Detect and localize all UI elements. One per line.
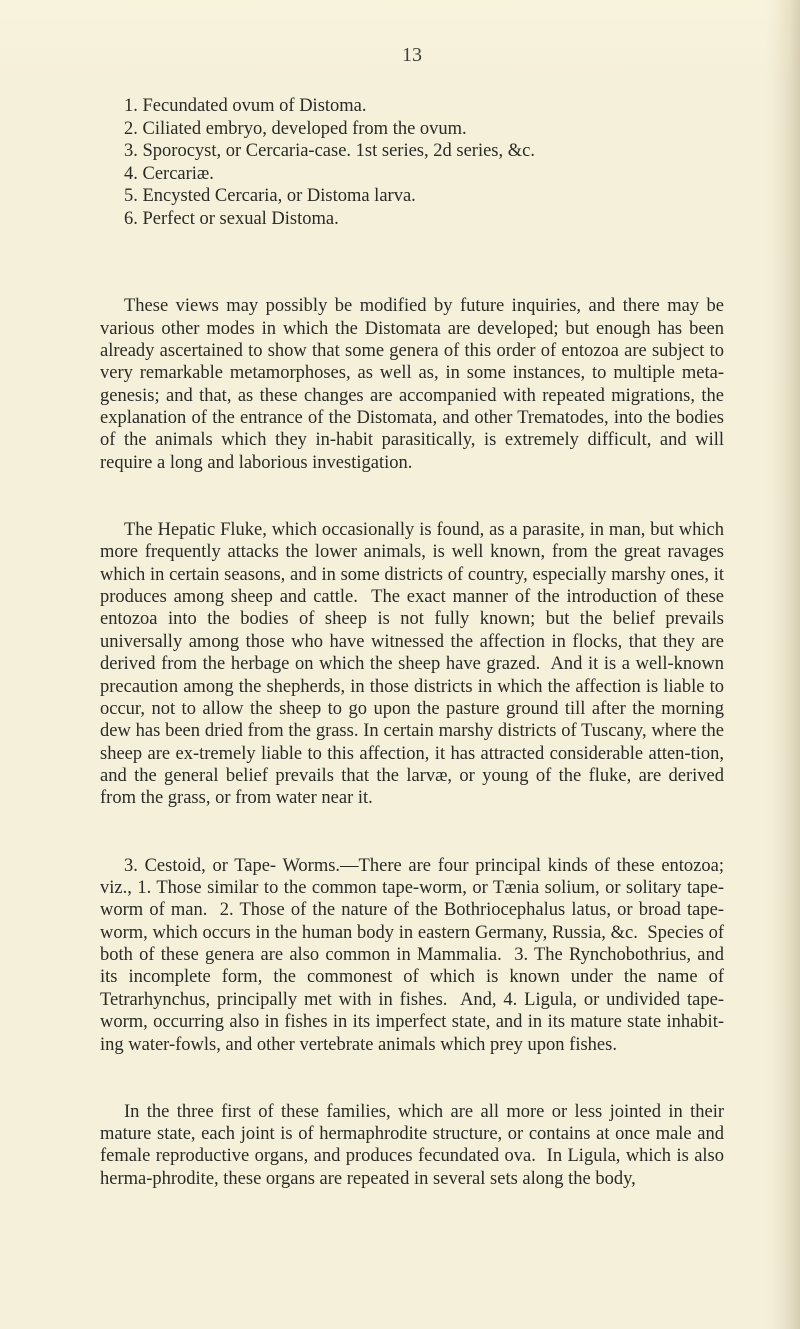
- paragraph: In the three first of these families, wh…: [100, 1101, 724, 1191]
- list-item: 4. Cercariæ.: [124, 163, 724, 186]
- page-number: 13: [100, 44, 724, 67]
- list-item: 2. Ciliated embryo, developed from the o…: [124, 118, 724, 141]
- list-item: 6. Perfect or sexual Distoma.: [124, 208, 724, 231]
- paragraph: The Hepatic Fluke, which occasionally is…: [100, 519, 724, 810]
- paragraph: 3. Cestoid, or Tape- Worms.—There are fo…: [100, 855, 724, 1056]
- list-item: 3. Sporocyst, or Cercaria-case. 1st seri…: [124, 140, 724, 163]
- page-container: 13 1. Fecundated ovum of Distoma. 2. Cil…: [0, 0, 800, 1329]
- list-item: 1. Fecundated ovum of Distoma.: [124, 95, 724, 118]
- list-item: 5. Encysted Cercaria, or Distoma larva.: [124, 185, 724, 208]
- body-text: These views may possibly be modified by …: [100, 250, 724, 1235]
- paragraph: These views may possibly be modified by …: [100, 295, 724, 474]
- numbered-list: 1. Fecundated ovum of Distoma. 2. Ciliat…: [124, 95, 724, 230]
